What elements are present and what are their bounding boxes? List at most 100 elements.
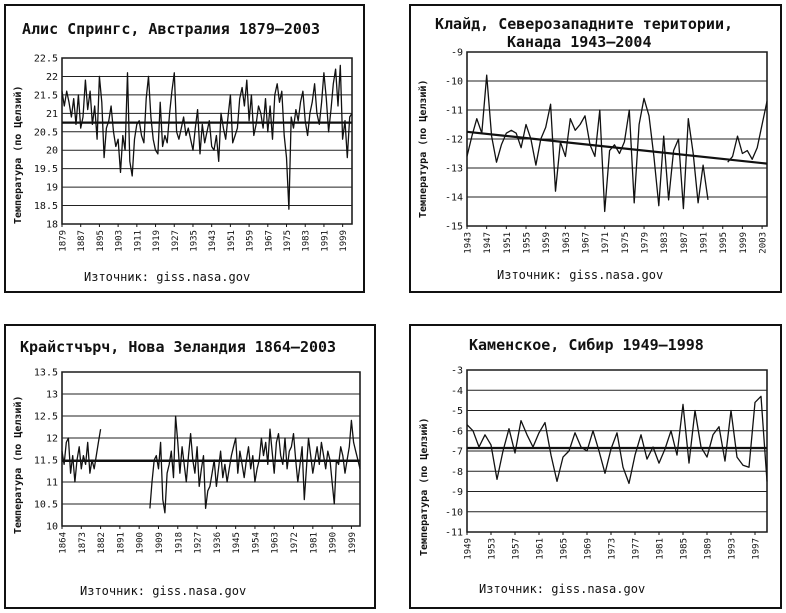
x-tick-label: 1882: [97, 532, 107, 554]
x-tick-label: 1961: [536, 538, 546, 560]
x-tick-label: 1975: [621, 232, 631, 254]
plot-frame: [61, 371, 361, 527]
x-tick-label: 1953: [488, 538, 498, 560]
series-line: [466, 395, 768, 485]
x-tick-label: 1983: [302, 230, 312, 252]
x-tick-label: 1895: [96, 230, 106, 252]
x-tick-label: 1954: [251, 532, 261, 554]
x-tick-label: 1957: [512, 538, 522, 560]
y-tick-label: -8: [451, 467, 463, 478]
y-tick-label: 21: [46, 109, 58, 120]
y-tick-label: -4: [451, 386, 463, 397]
y-tick-label: 19.5: [34, 164, 58, 175]
series-line: [149, 415, 361, 514]
x-tick-label: 1873: [78, 532, 88, 554]
y-tick-label: -6: [451, 426, 463, 437]
y-tick-label: -7: [451, 447, 463, 458]
y-tick-label: 18: [46, 220, 58, 231]
source-label: Източник: giss.nasa.gov: [84, 270, 251, 284]
x-tick-label: 1891: [116, 532, 126, 554]
x-tick-label: 1919: [152, 230, 162, 252]
y-tick-label: -14: [445, 193, 463, 204]
x-tick-label: 1977: [632, 538, 642, 560]
x-tick-label: 1969: [584, 538, 594, 560]
x-tick-label: 1979: [641, 232, 651, 254]
source-label: Източник: giss.nasa.gov: [479, 582, 646, 596]
x-tick-label: 1955: [523, 232, 533, 254]
x-tick-label: 1947: [483, 232, 493, 254]
x-tick-label: 1900: [136, 532, 146, 554]
x-tick-label: 1967: [264, 230, 274, 252]
x-tick-label: 1981: [309, 532, 319, 554]
x-tick-label: 2003: [759, 232, 769, 254]
x-tick-label: 1991: [320, 230, 330, 252]
plot-area: -15 -14 -13 -12 -11 -10 -9 1943 1947 1951 1955 1959…: [445, 48, 769, 254]
x-tick-label: 1997: [752, 538, 762, 560]
source-label: Източник: giss.nasa.gov: [80, 584, 247, 598]
chart-title-line-2: Канада 1943–2004: [507, 33, 652, 51]
x-tick-label: 1999: [348, 532, 358, 554]
chart-title: Алис Спрингс, Австралия 1879–2003: [22, 20, 321, 38]
chart-panel-alice-springs: Алис Спрингс, Австралия 1879–2003 Темпер…: [4, 4, 365, 293]
chart-title-line-1: Клайд, Северозападните територии,: [435, 15, 734, 33]
y-tick-label: -5: [451, 406, 463, 417]
x-tick-label: 1967: [582, 232, 592, 254]
x-tick-label: 1918: [174, 532, 184, 554]
x-tick-label: 1951: [503, 232, 513, 254]
y-tick-label: 22.5: [34, 54, 58, 65]
x-tick-label: 1927: [171, 230, 181, 252]
x-tick-label: 1975: [283, 230, 293, 252]
y-tick-label: -11: [445, 106, 463, 117]
series-line: [727, 101, 768, 163]
x-tick-label: 1987: [680, 232, 690, 254]
y-tick-label: -3: [451, 366, 463, 377]
x-tick-label: 1936: [213, 532, 223, 554]
chart-panel-clyde: Клайд, Северозападните територии, Канада…: [409, 4, 782, 293]
y-tick-label: 21.5: [34, 90, 58, 101]
chart-panel-kamenskoe: Каменское, Сибир 1949–1998 Температура (…: [409, 324, 782, 609]
series-line: [61, 64, 353, 210]
y-tick-label: -10: [445, 507, 463, 518]
x-tick-label: 1879: [59, 230, 69, 252]
x-tick-label: 1971: [601, 232, 611, 254]
chart-title: Крайстчърч, Нова Зеландия 1864–2003: [20, 338, 337, 356]
y-tick-label: -10: [445, 77, 463, 88]
y-tick-label: -12: [445, 135, 463, 146]
chart-title: Каменское, Сибир 1949–1998: [469, 336, 704, 354]
y-tick-label: 11: [46, 478, 58, 489]
series-line: [61, 429, 102, 483]
x-tick-label: 1887: [77, 230, 87, 252]
y-tick-label: 12: [46, 434, 58, 445]
x-tick-label: 1999: [739, 232, 749, 254]
series-line: [466, 74, 709, 213]
y-tick-label: -15: [445, 222, 463, 233]
x-tick-label: 1965: [560, 538, 570, 560]
y-tick-label: 19: [46, 183, 58, 194]
x-tick-label: 1903: [115, 230, 125, 252]
y-tick-label: 18.5: [34, 201, 58, 212]
plot-area: 18 18.5 19 19.5 20 20.5 21 21.5 22 22.5 1879 1887 18…: [34, 54, 353, 252]
x-tick-label: 1991: [700, 232, 710, 254]
x-tick-label: 1911: [133, 230, 143, 252]
x-tick-label: 1990: [329, 532, 339, 554]
x-tick-label: 1909: [155, 532, 165, 554]
x-tick-label: 1959: [542, 232, 552, 254]
plot-area: -11 -10 -9 -8 -7 -6 -5 -4 -3 1949 1953 1957 1961 1965…: [445, 366, 768, 560]
x-tick-label: 1943: [464, 232, 474, 254]
y-tick-label: 20: [46, 146, 58, 157]
y-tick-label: 10.5: [34, 500, 58, 511]
x-tick-label: 1973: [608, 538, 618, 560]
y-tick-label: 13: [46, 390, 58, 401]
x-tick-label: 1935: [189, 230, 199, 252]
trend-line: [466, 130, 768, 165]
y-tick-label: 11.5: [34, 456, 58, 467]
x-tick-label: 1985: [680, 538, 690, 560]
x-tick-label: 1983: [660, 232, 670, 254]
y-tick-label: -13: [445, 164, 463, 175]
x-tick-label: 1949: [464, 538, 474, 560]
y-tick-label: -9: [451, 487, 463, 498]
y-tick-label: -11: [445, 528, 463, 539]
chart-panel-christchurch: Крайстчърч, Нова Зеландия 1864–2003 Темп…: [4, 324, 376, 609]
x-tick-label: 1951: [227, 230, 237, 252]
y-tick-label: 12.5: [34, 412, 58, 423]
